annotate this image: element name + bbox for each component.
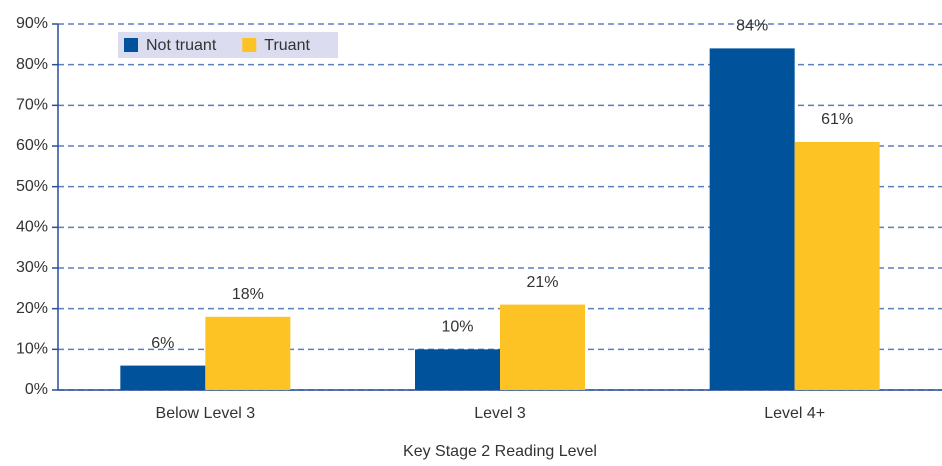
bar bbox=[794, 141, 880, 390]
value-label: 6% bbox=[151, 335, 174, 352]
legend-label: Truant bbox=[264, 37, 310, 54]
x-tick-label: Level 4+ bbox=[764, 405, 825, 422]
y-tick-label: 0% bbox=[25, 381, 48, 398]
value-label: 84% bbox=[736, 18, 768, 35]
y-tick-label: 50% bbox=[16, 178, 48, 195]
value-label: 18% bbox=[232, 286, 264, 303]
bar bbox=[120, 365, 206, 390]
x-tick-label: Level 3 bbox=[474, 405, 526, 422]
bar bbox=[500, 304, 585, 390]
bar bbox=[415, 349, 500, 390]
x-axis-label: Key Stage 2 Reading Level bbox=[403, 443, 597, 460]
y-tick-label: 10% bbox=[16, 341, 48, 358]
value-label: 61% bbox=[821, 111, 853, 128]
value-label: 10% bbox=[441, 319, 473, 336]
legend-swatch bbox=[124, 38, 138, 52]
y-tick-label: 80% bbox=[16, 56, 48, 73]
y-tick-label: 20% bbox=[16, 300, 48, 317]
bar bbox=[709, 48, 795, 391]
value-label: 21% bbox=[526, 274, 558, 291]
legend-label: Not truant bbox=[146, 37, 217, 54]
y-tick-label: 70% bbox=[16, 97, 48, 114]
y-tick-label: 90% bbox=[16, 15, 48, 32]
x-tick-label: Below Level 3 bbox=[156, 405, 256, 422]
bar bbox=[205, 316, 291, 390]
y-tick-label: 40% bbox=[16, 219, 48, 236]
y-tick-label: 60% bbox=[16, 137, 48, 154]
y-tick-label: 30% bbox=[16, 259, 48, 276]
legend-swatch bbox=[242, 38, 257, 52]
legend-background bbox=[118, 32, 338, 58]
